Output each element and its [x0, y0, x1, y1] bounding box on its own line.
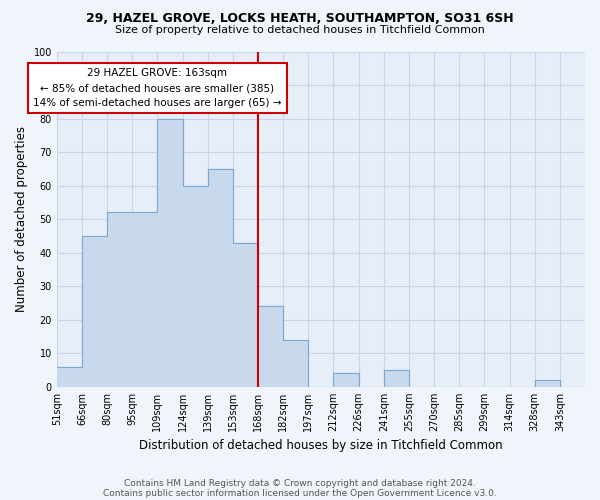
Bar: [208, 169, 233, 387]
Bar: [57, 366, 82, 387]
Bar: [132, 212, 157, 387]
Text: Contains public sector information licensed under the Open Government Licence v3: Contains public sector information licen…: [103, 488, 497, 498]
Bar: [283, 340, 308, 387]
Bar: [233, 242, 258, 387]
Bar: [334, 374, 359, 387]
Bar: [182, 186, 208, 387]
Text: 29, HAZEL GROVE, LOCKS HEATH, SOUTHAMPTON, SO31 6SH: 29, HAZEL GROVE, LOCKS HEATH, SOUTHAMPTO…: [86, 12, 514, 26]
Bar: [157, 118, 182, 387]
Bar: [258, 306, 283, 387]
Text: Contains HM Land Registry data © Crown copyright and database right 2024.: Contains HM Land Registry data © Crown c…: [124, 478, 476, 488]
Bar: [107, 212, 132, 387]
Text: 29 HAZEL GROVE: 163sqm
← 85% of detached houses are smaller (385)
14% of semi-de: 29 HAZEL GROVE: 163sqm ← 85% of detached…: [33, 68, 281, 108]
X-axis label: Distribution of detached houses by size in Titchfield Common: Distribution of detached houses by size …: [139, 440, 503, 452]
Y-axis label: Number of detached properties: Number of detached properties: [15, 126, 28, 312]
Text: Size of property relative to detached houses in Titchfield Common: Size of property relative to detached ho…: [115, 25, 485, 35]
Bar: [82, 236, 107, 387]
Bar: [384, 370, 409, 387]
Bar: [535, 380, 560, 387]
